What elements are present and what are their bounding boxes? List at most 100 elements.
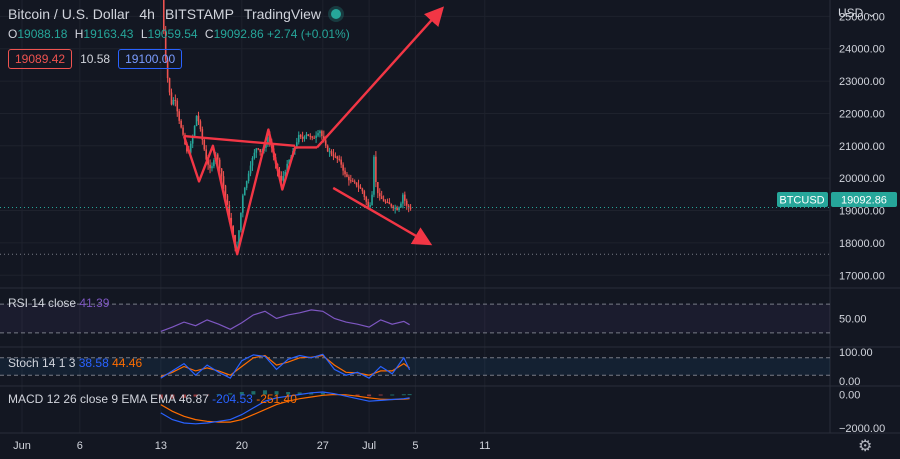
candle-body: [351, 180, 354, 182]
candle-body: [224, 185, 227, 196]
macd-histogram-bar: [239, 392, 244, 395]
macd-name: MACD: [8, 392, 44, 406]
open-key: O: [8, 27, 18, 41]
macd-histogram-bar: [170, 394, 175, 399]
candle-body: [216, 154, 219, 160]
last-price-symbol: BTCUSD: [779, 195, 824, 207]
rsi-legend[interactable]: RSI 14 close 41.39: [8, 296, 109, 310]
candle-body: [228, 205, 231, 219]
stoch-band: [0, 357, 830, 376]
candle-body: [317, 133, 319, 136]
candle-body: [326, 145, 329, 152]
candle-body: [253, 152, 256, 159]
candle-body: [378, 193, 381, 197]
candle-body: [398, 207, 400, 211]
trend-arrow: [332, 186, 433, 246]
candle-body: [255, 148, 258, 153]
time-tick-label: 27: [317, 440, 329, 452]
candle-body: [240, 212, 242, 231]
currency-selector[interactable]: USD ⌄: [838, 6, 877, 20]
candle-body: [313, 137, 315, 139]
candle-body: [305, 134, 308, 137]
high-value: 19163.43: [83, 27, 134, 41]
rsi-pane: [0, 303, 830, 334]
macd-histogram-bar: [181, 394, 186, 398]
time-axis[interactable]: Jun 6 13 20 27 Jul 5 11: [13, 440, 490, 452]
stoch-params: 14 1 3: [42, 356, 76, 370]
candle-body: [296, 142, 298, 148]
macd-legend[interactable]: MACD 12 26 close 9 EMA EMA 46.87 -204.53…: [8, 392, 297, 406]
candle-body: [365, 197, 368, 202]
last-price-value-box: [831, 192, 897, 207]
time-tick-label: Jul: [362, 440, 376, 452]
candle-body: [311, 136, 314, 138]
macd-histogram-bar: [286, 392, 291, 395]
price-tick-label: 21000.00: [839, 141, 885, 153]
macd-line: [160, 391, 410, 425]
candle-body: [402, 194, 404, 204]
price-axis[interactable]: 17000.00 18000.00 19000.00 20000.00 21000.00…: [839, 11, 885, 435]
candle-body: [348, 176, 350, 181]
gear-icon[interactable]: ⚙: [858, 438, 873, 455]
rsi-tick-label: 50.00: [839, 314, 867, 326]
candle-body: [251, 158, 254, 166]
candle-body: [377, 182, 379, 194]
candle-body: [371, 194, 373, 206]
candle-body: [299, 134, 302, 137]
ohlc-readout: O19088.18 H19163.43 L19059.54 C19092.86 …: [8, 27, 350, 41]
candle-body: [176, 100, 179, 112]
candle-body: [388, 202, 391, 205]
candle-body: [386, 202, 389, 204]
candle-body: [396, 207, 398, 211]
candle-body: [309, 135, 312, 137]
exchange-label: BITSTAMP: [164, 6, 234, 22]
candle-body: [203, 139, 206, 150]
candle-body: [162, 0, 165, 32]
symbol-title[interactable]: Bitcoin / U.S. Dollar: [8, 6, 130, 22]
rsi-band: [0, 304, 830, 333]
candle-body: [238, 230, 240, 247]
market-status-icon: [330, 9, 341, 19]
candle-body: [211, 166, 213, 169]
quote-panel: 19089.42 10.58 19100.00: [8, 49, 183, 69]
candle-body: [338, 158, 341, 160]
stoch-name: Stoch: [8, 356, 39, 370]
candle-body: [209, 164, 211, 169]
candle-body: [315, 135, 317, 138]
candle-body: [307, 134, 310, 136]
macd-histogram-bar: [297, 392, 302, 395]
buy-price-button[interactable]: 19100.00: [118, 49, 183, 69]
time-tick-label: 5: [412, 440, 418, 452]
price-tick-label: 22000.00: [839, 108, 885, 120]
candle-body: [392, 206, 395, 209]
macd-hist-value: 46.87: [178, 392, 209, 406]
candle-body: [407, 205, 410, 208]
price-tick-label: 18000.00: [839, 238, 885, 250]
candle-body: [170, 92, 173, 105]
candle-body: [230, 218, 233, 227]
interval-label[interactable]: 4h: [139, 6, 155, 22]
macd-pane: [158, 390, 412, 425]
candle-body: [394, 207, 396, 209]
macd-histogram-bar: [216, 394, 221, 396]
last-price-symbol-box: [777, 192, 828, 207]
candle-body: [346, 174, 348, 177]
stoch-legend[interactable]: Stoch 14 1 3 38.58 44.46: [8, 356, 142, 370]
candle-body: [257, 148, 260, 150]
candle-body: [220, 168, 223, 177]
candle-body: [178, 111, 180, 121]
candle-body: [382, 199, 385, 202]
trend-drawings[interactable]: [182, 6, 445, 256]
stoch-tick-label: 0.00: [839, 376, 860, 388]
candle-body: [324, 140, 327, 146]
candle-body: [172, 99, 175, 105]
candle-body: [363, 191, 366, 198]
sell-price-button[interactable]: 19089.42: [8, 49, 73, 69]
candle-body: [267, 137, 269, 143]
price-tick-label: 17000.00: [839, 270, 885, 282]
chart-header: Bitcoin / U.S. Dollar 4h BITSTAMP Tradin…: [8, 6, 341, 22]
stoch-pane: [0, 353, 830, 379]
candle-body: [400, 203, 402, 208]
stoch-d-value: 44.46: [112, 356, 143, 370]
